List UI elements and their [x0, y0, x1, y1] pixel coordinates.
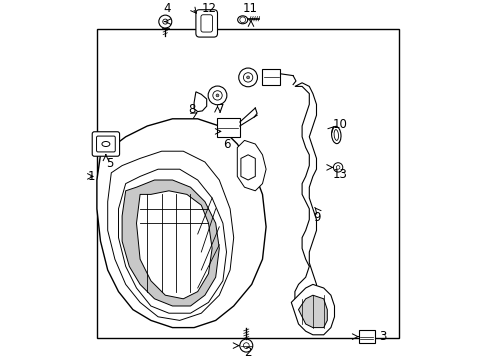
Ellipse shape	[102, 141, 110, 147]
Polygon shape	[122, 180, 219, 306]
Circle shape	[246, 76, 249, 79]
Circle shape	[238, 68, 257, 87]
Text: 3: 3	[379, 330, 386, 343]
Text: 5: 5	[106, 157, 113, 170]
Polygon shape	[97, 119, 265, 328]
Text: 1: 1	[88, 170, 95, 183]
Polygon shape	[294, 83, 316, 306]
FancyBboxPatch shape	[92, 132, 120, 156]
Polygon shape	[298, 295, 326, 328]
Circle shape	[163, 19, 167, 24]
Polygon shape	[291, 284, 334, 335]
Circle shape	[216, 94, 219, 97]
Circle shape	[208, 86, 226, 105]
Bar	[262, 69, 280, 85]
Text: 7: 7	[217, 103, 224, 116]
Circle shape	[333, 163, 342, 172]
Text: 10: 10	[332, 118, 347, 131]
Circle shape	[239, 339, 252, 352]
Polygon shape	[107, 151, 233, 320]
Text: 6: 6	[223, 138, 230, 150]
Text: 2: 2	[244, 346, 251, 359]
Polygon shape	[237, 140, 265, 191]
Text: 13: 13	[332, 168, 347, 181]
Text: 12: 12	[201, 3, 216, 15]
Circle shape	[336, 166, 339, 169]
Text: 8: 8	[188, 103, 196, 116]
Polygon shape	[241, 155, 255, 180]
Circle shape	[243, 343, 249, 348]
Ellipse shape	[237, 16, 247, 24]
Polygon shape	[118, 169, 226, 313]
Circle shape	[159, 15, 171, 28]
Ellipse shape	[331, 126, 340, 144]
Text: 4: 4	[163, 3, 171, 15]
Polygon shape	[194, 92, 206, 112]
Ellipse shape	[333, 130, 338, 140]
Circle shape	[243, 73, 252, 82]
Bar	[358, 330, 374, 343]
Circle shape	[239, 17, 245, 23]
Polygon shape	[136, 191, 212, 299]
Circle shape	[212, 91, 222, 100]
Text: 9: 9	[312, 211, 320, 224]
Bar	[216, 118, 239, 137]
FancyBboxPatch shape	[201, 15, 212, 32]
Text: 11: 11	[242, 3, 257, 15]
Bar	[97, 29, 399, 338]
FancyBboxPatch shape	[96, 136, 115, 152]
FancyBboxPatch shape	[196, 10, 217, 37]
